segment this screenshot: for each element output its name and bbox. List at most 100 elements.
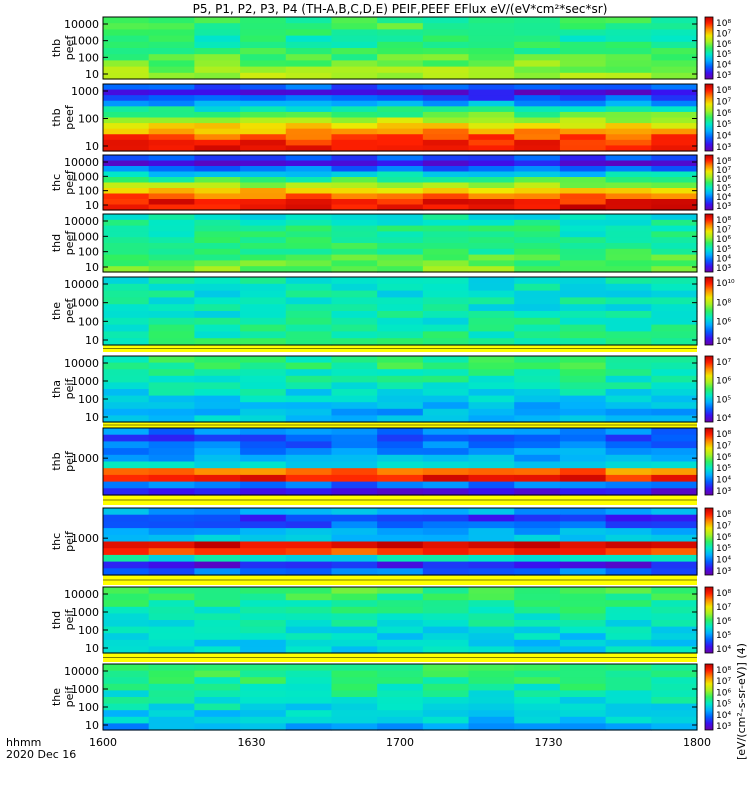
heatmap-cell (149, 697, 195, 704)
heatmap-cell (240, 161, 286, 167)
heatmap-cell (377, 555, 423, 562)
colorbar-tick-label: 10⁶ (716, 318, 731, 328)
heatmap-cell (514, 134, 560, 140)
heatmap-cell (331, 331, 377, 338)
heatmap-cell (377, 376, 423, 383)
heatmap-cell (606, 284, 652, 291)
heatmap-cell (514, 435, 560, 442)
heatmap-cell (651, 106, 697, 112)
heatmap-cell (606, 112, 652, 118)
heatmap-cell (469, 166, 515, 172)
heatmap-cell (651, 389, 697, 396)
heatmap-cell (286, 36, 332, 43)
heatmap-cell (331, 90, 377, 96)
heatmap-cell (423, 468, 469, 475)
heatmap-cell (514, 671, 560, 678)
heatmap-cell (149, 304, 195, 311)
heatmap-cell (377, 155, 423, 161)
heatmap-cell (606, 95, 652, 101)
heatmap-cell (560, 23, 606, 30)
heatmap-cell (469, 435, 515, 442)
heatmap-cell (560, 67, 606, 74)
heatmap-cell (103, 84, 149, 90)
heatmap-cell (377, 42, 423, 49)
heatmap-cell (149, 255, 195, 261)
heatmap-cell (103, 284, 149, 291)
heatmap-cell (240, 508, 286, 515)
heatmap-cell (651, 226, 697, 232)
y-tick-label: 10 (85, 719, 99, 732)
colorbar-axis-label: [eV/(cm²-s-sr-eV)] (4) (735, 643, 748, 760)
heatmap-cell (377, 594, 423, 601)
heatmap-cell (423, 284, 469, 291)
heatmap-cell (331, 562, 377, 569)
heatmap-cell (651, 697, 697, 704)
heatmap-cell (606, 613, 652, 620)
heatmap-cell (103, 220, 149, 226)
heatmap-cell (377, 140, 423, 146)
heatmap-cell (103, 331, 149, 338)
panel-y-label: peif (63, 450, 76, 472)
heatmap-cell (194, 199, 240, 205)
heatmap-cell (194, 363, 240, 370)
heatmap-cell (560, 237, 606, 243)
heatmap-cell (514, 318, 560, 325)
heatmap-cell (606, 562, 652, 569)
colorbar-tick-label: 10³ (716, 71, 731, 81)
heatmap-cell (286, 284, 332, 291)
heatmap-cell (103, 304, 149, 311)
heatmap-cell (651, 60, 697, 67)
heatmap-cell (469, 521, 515, 528)
heatmap-cell (331, 594, 377, 601)
heatmap-cell (240, 54, 286, 61)
heatmap-cell (469, 508, 515, 515)
heatmap-cell (514, 594, 560, 601)
heatmap-cell (331, 243, 377, 249)
heatmap-cell (194, 129, 240, 135)
heatmap-cell (469, 515, 515, 522)
heatmap-cell (514, 220, 560, 226)
heatmap-cell (377, 48, 423, 55)
heatmap-cell (651, 123, 697, 129)
heatmap-cell (514, 369, 560, 376)
heatmap-cell (651, 42, 697, 49)
y-tick-label: 100 (78, 246, 99, 259)
heatmap-cell (469, 291, 515, 298)
heatmap-cell (469, 129, 515, 135)
heatmap-cell (240, 535, 286, 542)
heatmap-cell (651, 220, 697, 226)
heatmap-cell (560, 36, 606, 43)
heatmap-cell (651, 607, 697, 614)
heatmap-cell (103, 237, 149, 243)
heatmap-cell (651, 475, 697, 482)
heatmap-cell (240, 260, 286, 266)
heatmap-cell (240, 409, 286, 416)
heatmap-cell (514, 54, 560, 61)
colorbar (705, 277, 713, 345)
heatmap-cell (194, 311, 240, 318)
heatmap-cell (331, 515, 377, 522)
heatmap-cell (103, 627, 149, 634)
heatmap-cell (240, 521, 286, 528)
heatmap-cell (103, 243, 149, 249)
heatmap-cell (149, 199, 195, 205)
heatmap-cell (514, 555, 560, 562)
heatmap-cell (469, 542, 515, 549)
heatmap-cell (651, 704, 697, 711)
heatmap-cell (377, 515, 423, 522)
heatmap-cell (286, 101, 332, 107)
panel-y-label: thd (50, 611, 63, 629)
heatmap-cell (240, 402, 286, 409)
heatmap-cell (469, 325, 515, 332)
heatmap-cell (377, 220, 423, 226)
heatmap-cell (240, 304, 286, 311)
heatmap-cell (194, 277, 240, 284)
heatmap-cell (606, 17, 652, 24)
colorbar-tick-label: 10⁸ (716, 430, 731, 440)
heatmap-cell (469, 482, 515, 489)
heatmap-cell (240, 17, 286, 24)
heatmap-cell (103, 172, 149, 178)
heatmap-cell (423, 48, 469, 55)
heatmap-cell (240, 134, 286, 140)
heatmap-cell (103, 177, 149, 183)
